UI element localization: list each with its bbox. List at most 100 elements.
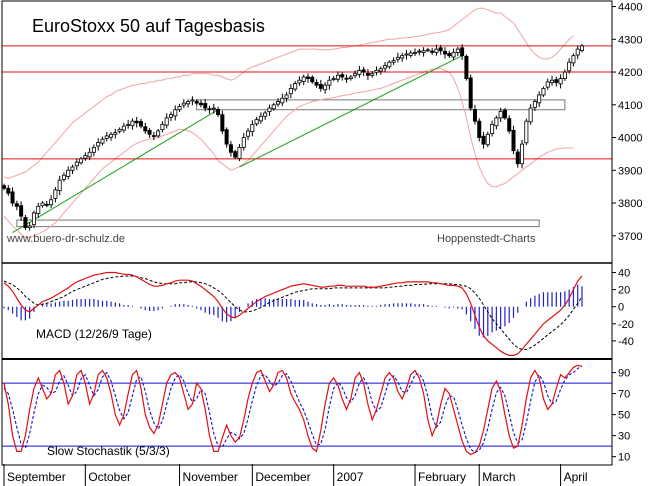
macd-title: MACD (12/26/9 Tage) (36, 327, 152, 341)
candle-body (173, 109, 178, 117)
candle-body (228, 144, 233, 153)
candle-body (233, 151, 238, 158)
price-axis-tick-label: 3700 (618, 231, 642, 243)
macd-axis-tick-label: -20 (618, 319, 634, 331)
candle-body (66, 169, 71, 177)
candle-body (430, 50, 435, 53)
candle-body (575, 48, 580, 56)
candle-body (331, 78, 336, 80)
candle-body (113, 132, 118, 135)
month-label: March (482, 470, 515, 484)
candle-body (541, 88, 546, 96)
candle-body (53, 189, 58, 199)
candle-body (177, 106, 182, 111)
candle-body (254, 119, 259, 125)
candle-body (391, 60, 396, 63)
candle-body (91, 146, 96, 153)
candle-body (293, 83, 298, 90)
month-label: 2007 (337, 470, 364, 484)
price-axis-tick-label: 4000 (618, 133, 642, 145)
candle-body (344, 77, 349, 80)
candle-body (190, 99, 195, 102)
candle-body (314, 82, 319, 86)
candle-body (481, 135, 486, 145)
stochastic-axis-tick-label: 10 (618, 452, 630, 464)
candle-body (181, 102, 186, 106)
candle-body (502, 109, 507, 119)
candle-body (477, 120, 482, 138)
price-axis-tick-label: 4100 (618, 100, 642, 112)
candle-body (10, 191, 15, 204)
plot-frame (1, 0, 613, 466)
trendline-1 (239, 55, 463, 168)
candle-body (507, 118, 512, 132)
stochastic-title: Slow Stochastik (5/3/3) (47, 444, 170, 458)
price-axis-tick-label: 4300 (618, 34, 642, 46)
consolidation-box-0 (196, 99, 566, 111)
candle-body (250, 124, 255, 133)
candle-body (537, 94, 542, 104)
candle-body (83, 155, 88, 159)
candle-body (130, 120, 135, 127)
candle-body (194, 100, 199, 104)
candle-body (74, 161, 79, 167)
candle-body (297, 79, 302, 84)
candle-body (327, 79, 332, 86)
candle-body (44, 203, 49, 206)
candle-body (562, 71, 567, 80)
candle-body (353, 73, 358, 77)
candle-body (558, 78, 563, 85)
candle-body (6, 187, 11, 194)
candle-body (147, 129, 152, 135)
candle-body (151, 135, 156, 137)
macd-axis-tick-label: -40 (618, 336, 634, 348)
candle-body (438, 47, 443, 52)
candle-body (374, 70, 379, 73)
candle-body (79, 158, 84, 164)
candle-body (447, 52, 452, 57)
candle-body (335, 74, 340, 80)
candle-body (425, 49, 430, 52)
chart-title: EuroStoxx 50 auf Tagesbasis (32, 16, 265, 36)
candle-body (117, 128, 122, 132)
candle-body (520, 143, 525, 165)
candle-body (472, 108, 477, 122)
candle-body (207, 108, 212, 111)
candle-body (408, 52, 413, 56)
price-axis-tick-label: 4400 (618, 2, 642, 14)
price-axis-tick-label: 3900 (618, 165, 642, 177)
candle-body (126, 124, 131, 126)
candle-body (23, 217, 28, 229)
candle-body (580, 45, 585, 51)
candle-body (258, 115, 263, 122)
candle-body (442, 51, 447, 55)
candle-body (498, 110, 503, 119)
candle-body (134, 120, 139, 124)
candle-body (49, 199, 54, 206)
candle-body (485, 133, 490, 146)
price-series (2, 7, 612, 238)
candle-body (284, 94, 289, 99)
candle-body (19, 205, 24, 217)
candle-body (370, 73, 375, 76)
candle-body (87, 151, 92, 158)
candle-body (340, 74, 345, 78)
candle-body (160, 124, 165, 131)
candle-body (421, 50, 426, 53)
candle-body (528, 107, 533, 123)
month-label: December (255, 470, 310, 484)
stochastic-panel (2, 364, 612, 456)
candle-body (554, 79, 559, 83)
candle-body (267, 107, 272, 113)
candle-body (323, 84, 328, 91)
candle-body (404, 53, 409, 56)
candle-body (400, 55, 405, 59)
candle-body (532, 101, 537, 108)
macd-line (3, 271, 583, 356)
candle-body (237, 146, 242, 159)
candle-body (211, 107, 216, 110)
candle-body (515, 151, 520, 165)
candle-body (121, 125, 126, 131)
candle-body (395, 56, 400, 60)
